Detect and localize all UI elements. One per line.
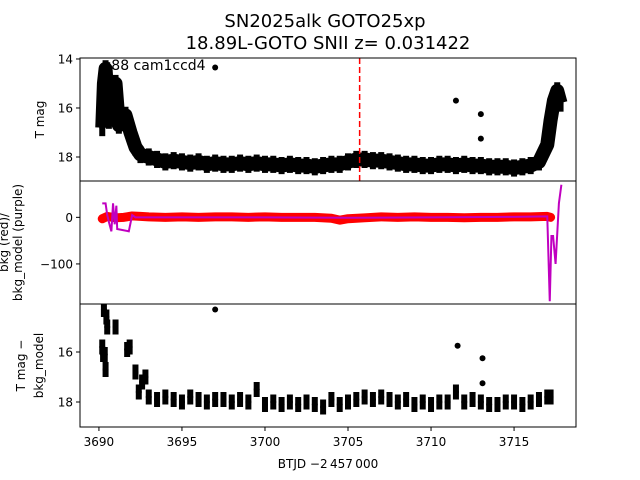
data-point <box>454 342 461 349</box>
data-point <box>154 396 161 403</box>
lightcurve-band <box>95 61 568 176</box>
data-point <box>361 394 368 400</box>
data-point <box>511 399 518 405</box>
data-point <box>170 396 177 403</box>
data-point <box>135 389 142 395</box>
data-point <box>132 369 139 375</box>
y-tick-label: −100 <box>40 257 73 271</box>
data-point <box>303 399 310 405</box>
data-point <box>477 111 484 118</box>
data-point <box>535 396 542 403</box>
y-tick-label: 14 <box>58 52 73 66</box>
panel-corrected: 16 18 T mag − bkg_model <box>14 303 577 428</box>
data-point <box>547 394 554 400</box>
data-point <box>103 314 110 320</box>
y-axis-label: bkg_model <box>32 333 46 399</box>
data-point <box>212 396 219 403</box>
data-point <box>394 399 401 405</box>
data-point <box>477 135 484 142</box>
y-tick-label: 18 <box>58 396 73 410</box>
data-point <box>261 401 268 408</box>
data-point <box>253 386 260 393</box>
panel-background: 0 −100 bkg (red)/bkg_model (purple) <box>0 180 577 305</box>
chart-subtitle: 18.89L-GOTO SNII z= 0.031422 <box>186 33 471 54</box>
data-point <box>203 399 210 405</box>
data-point <box>101 351 108 358</box>
data-point <box>386 396 393 403</box>
data-point <box>178 399 185 405</box>
data-point <box>320 404 327 410</box>
data-point <box>187 394 194 400</box>
data-point <box>195 396 202 403</box>
data-point <box>461 399 468 405</box>
x-tick-label: 3695 <box>167 435 198 449</box>
plot-area <box>99 304 554 415</box>
x-axis-label: BTJD −2 457 000 <box>278 457 378 471</box>
data-point <box>286 399 293 405</box>
y-axis-label: bkg (red)/ <box>0 212 11 272</box>
data-point <box>502 399 509 405</box>
data-point <box>452 97 459 104</box>
data-point <box>328 396 335 403</box>
data-point <box>486 401 493 408</box>
data-point <box>126 344 133 350</box>
x-tick-label: 3700 <box>250 435 281 449</box>
x-tick-label: 3715 <box>499 435 530 449</box>
y-tick-label: 18 <box>58 150 73 164</box>
plot-area <box>95 60 568 177</box>
y-axis-label: T mag <box>33 101 47 140</box>
data-point <box>220 396 227 403</box>
panel-lightcurve: 14 16 18 T mag <box>33 52 577 182</box>
data-point <box>519 401 526 408</box>
data-point <box>419 399 426 405</box>
data-point <box>345 399 352 405</box>
data-point <box>403 396 410 403</box>
data-point <box>295 401 302 408</box>
data-point <box>270 399 277 405</box>
x-tick-label: 3705 <box>333 435 364 449</box>
data-point <box>411 401 418 408</box>
data-point <box>228 399 235 405</box>
data-point <box>479 380 486 387</box>
y-tick-label: 16 <box>58 346 73 360</box>
y-axis-label: bkg_model (purple) <box>11 184 25 301</box>
axes-frame <box>79 303 577 428</box>
data-point <box>353 396 360 403</box>
y-tick-label: 16 <box>58 101 73 115</box>
data-point <box>142 374 149 380</box>
x-tick-label: 3710 <box>416 435 447 449</box>
data-point <box>162 394 169 400</box>
data-point <box>477 399 484 405</box>
data-point <box>444 399 451 405</box>
x-tick-label: 3690 <box>84 435 115 449</box>
data-point <box>494 401 501 408</box>
data-point <box>237 396 244 403</box>
data-point <box>527 399 534 405</box>
data-point <box>479 355 486 362</box>
axes-frame <box>79 180 577 305</box>
y-axis-label: T mag − <box>14 340 28 393</box>
data-point <box>369 396 376 403</box>
data-point <box>428 401 435 408</box>
data-point <box>104 324 111 330</box>
data-point <box>145 394 152 400</box>
data-point <box>436 399 443 405</box>
y-tick-label: 0 <box>65 211 73 225</box>
data-point <box>212 306 219 313</box>
plot-area <box>97 184 563 302</box>
chart-title: SN2025alk GOTO25xp <box>224 11 425 32</box>
data-point <box>452 389 459 395</box>
bkg-model-line <box>102 184 563 302</box>
data-point <box>278 401 285 408</box>
data-point <box>245 399 252 405</box>
data-point <box>336 401 343 408</box>
data-point <box>311 401 318 408</box>
data-point <box>112 324 119 330</box>
panel-annotation: s88 cam1ccd4 <box>104 58 206 74</box>
data-point <box>378 394 385 400</box>
data-point <box>469 396 476 403</box>
data-point <box>102 366 109 373</box>
data-point <box>212 64 219 71</box>
